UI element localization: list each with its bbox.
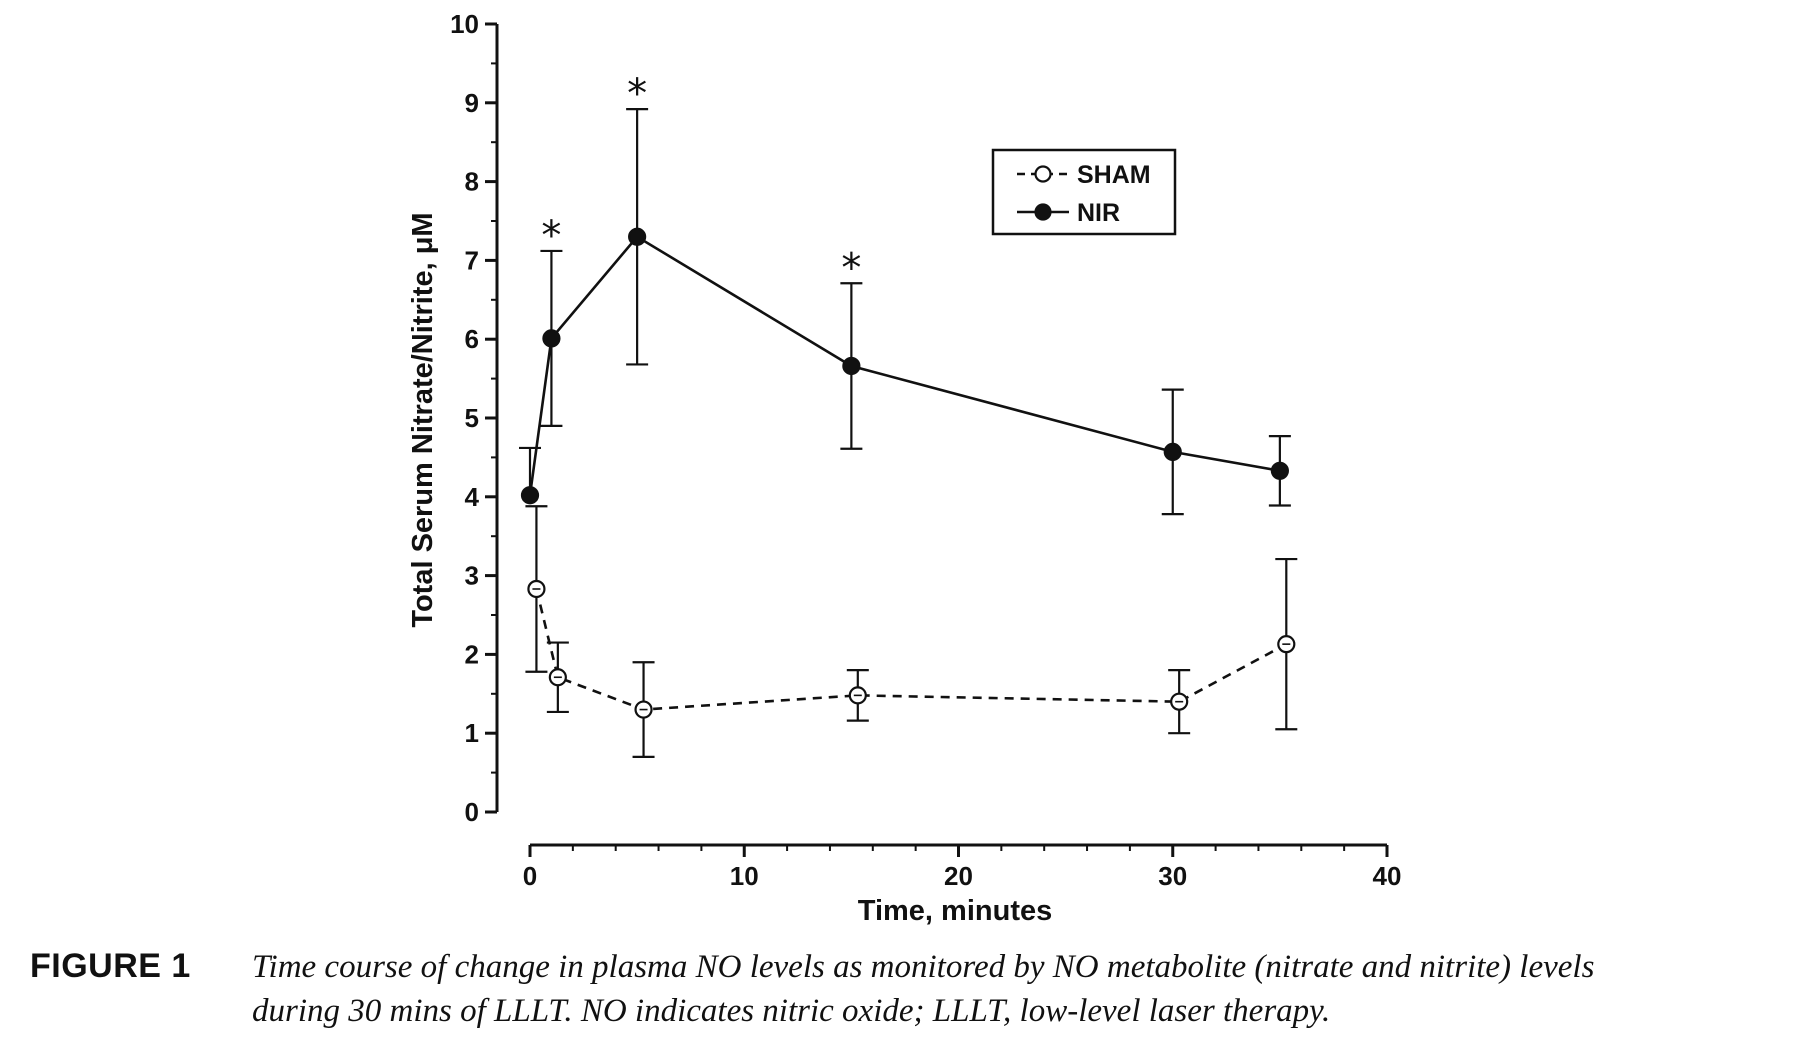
y-tick-label: 4 (465, 482, 480, 512)
significance-star: * (841, 245, 861, 291)
y-axis-title: Total Serum Nitrate/Nitrite, μM (407, 212, 439, 627)
series-line-sham (535, 588, 1287, 711)
caption-line-1: Time course of change in plasma NO level… (252, 949, 1595, 985)
y-tick-label: 0 (465, 797, 479, 827)
caption-line-2: during 30 mins of LLLT. NO indicates nit… (252, 993, 1331, 1029)
x-tick-label: 20 (944, 861, 973, 891)
filled-marker (1270, 461, 1289, 480)
filled-marker (542, 329, 561, 348)
series-sham (525, 505, 1298, 758)
series-layer: * * * (519, 71, 1298, 758)
y-tick-label: 2 (465, 639, 479, 669)
legend-box (991, 148, 1177, 236)
series-nir: * * * (519, 71, 1291, 516)
y-tick-label: 3 (465, 561, 479, 591)
y-tick-label: 5 (465, 403, 479, 433)
y-tick-label: 6 (465, 324, 479, 354)
figure-label: FIGURE 1 (30, 947, 191, 985)
significance-star: * (541, 213, 561, 259)
y-tick-label: 9 (465, 88, 479, 118)
filled-marker (842, 356, 861, 376)
series-line-nir (528, 235, 1281, 496)
filled-marker (1163, 442, 1182, 461)
x-axis-title: Time, minutes (858, 895, 1052, 927)
legend-label-nir: NIR (1077, 199, 1120, 227)
x-tick-label: 30 (1158, 861, 1187, 891)
x-tick-label: 10 (730, 861, 759, 891)
chart: 0 1 2 3 4 5 6 7 8 9 10 0 10 20 30 40 * * * SHAM NIR Total … (407, 9, 1401, 927)
axes: 0 1 2 3 4 5 6 7 8 9 10 0 10 20 30 40 (450, 9, 1401, 891)
legend: SHAM NIR (991, 148, 1177, 236)
significance-star: * (627, 71, 647, 117)
legend-marker-sham (1034, 165, 1052, 183)
y-tick-label: 1 (465, 718, 479, 748)
legend-label-sham: SHAM (1077, 161, 1151, 189)
y-tick-label: 7 (465, 245, 479, 275)
filled-marker (520, 486, 540, 505)
x-tick-label: 40 (1373, 861, 1402, 891)
y-tick-label: 10 (450, 9, 479, 39)
filled-marker (628, 227, 647, 246)
legend-marker-nir (1034, 203, 1052, 221)
y-tick-label: 8 (465, 167, 479, 197)
x-tick-label: 0 (523, 861, 537, 891)
caption-text: Time course of change in plasma NO level… (252, 945, 1792, 1033)
